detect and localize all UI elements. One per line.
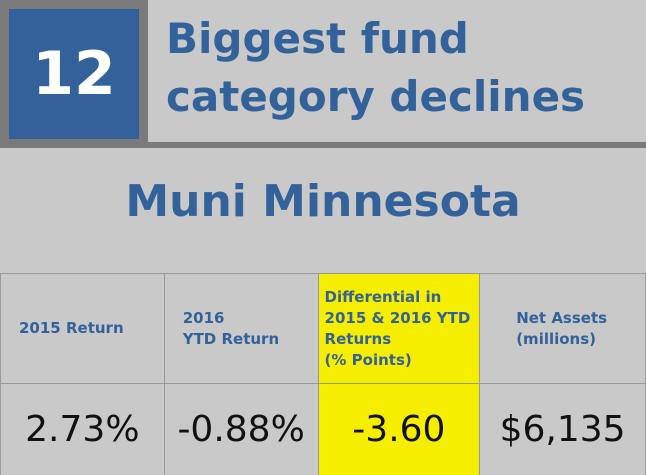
fund-name: Muni Minnesota — [125, 176, 521, 227]
col-header-2016-ytd-return: 2016 YTD Return — [163, 273, 319, 384]
value-differential: -3.60 — [317, 383, 481, 475]
rank-number: 12 — [9, 9, 139, 139]
col-header-net-assets: Net Assets (millions) — [479, 273, 646, 384]
stats-table: 2015 Return 2016 YTD Return Differential… — [0, 273, 646, 475]
header: 12 Biggest fund category declines — [0, 0, 646, 148]
value-net-assets: $6,135 — [479, 383, 646, 475]
value-2015-return: 2.73% — [0, 383, 165, 475]
header-title-line2: category declines — [166, 72, 586, 121]
col-header-differential: Differential in 2015 & 2016 YTD Returns … — [317, 273, 481, 384]
rank-badge: 12 — [0, 0, 148, 148]
header-divider — [0, 142, 646, 148]
header-title-line1: Biggest fund — [166, 14, 469, 63]
value-2016-ytd-return: -0.88% — [163, 383, 319, 475]
col-header-2015-return: 2015 Return — [0, 273, 165, 384]
table-header-row: 2015 Return 2016 YTD Return Differential… — [0, 273, 646, 384]
table-value-row: 2.73% -0.88% -3.60 $6,135 — [0, 383, 646, 475]
header-title: Biggest fund category declines — [166, 10, 636, 126]
